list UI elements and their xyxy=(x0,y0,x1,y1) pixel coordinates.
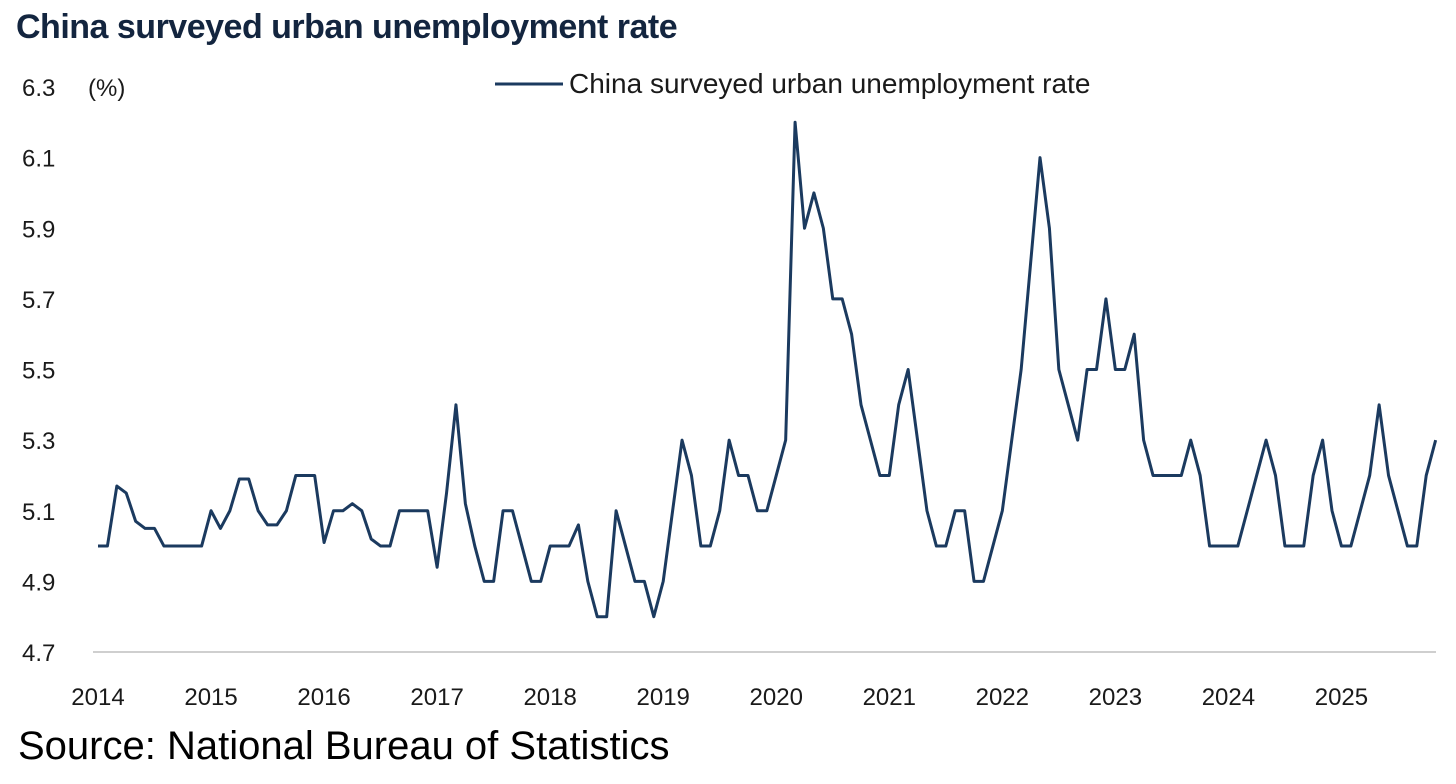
y-tick-label: 5.5 xyxy=(22,358,55,385)
x-tick-label: 2015 xyxy=(184,684,237,711)
legend-label: China surveyed urban unemployment rate xyxy=(569,68,1090,99)
y-tick-label: 5.7 xyxy=(22,287,55,314)
source-note: Source: National Bureau of Statistics xyxy=(18,724,670,768)
series-line-unemployment-rate xyxy=(98,120,1438,619)
x-tick-label: 2021 xyxy=(863,684,916,711)
y-tick-label: 4.7 xyxy=(22,640,55,667)
y-tick-label: 6.1 xyxy=(22,146,55,173)
x-tick-label: 2016 xyxy=(297,684,350,711)
x-tick-label: 2022 xyxy=(976,684,1029,711)
y-tick-label: 5.9 xyxy=(22,216,55,243)
series-points xyxy=(97,122,1436,617)
x-tick-label: 2018 xyxy=(523,684,576,711)
y-tick-label: 6.3 xyxy=(22,75,55,102)
y-axis-unit-label: (%) xyxy=(88,75,125,102)
x-tick-label: 2014 xyxy=(71,684,124,711)
x-tick-label: 2017 xyxy=(410,684,463,711)
x-tick-label: 2024 xyxy=(1202,684,1255,711)
chart-title: China surveyed urban unemployment rate xyxy=(16,8,678,46)
x-axis-ticks: 2014 2015 2016 2017 2018 2019 2020 2021 2022 2023… xyxy=(71,684,1368,711)
legend: China surveyed urban unemployment rate xyxy=(495,68,1090,99)
y-tick-label: 5.1 xyxy=(22,499,55,526)
x-tick-label: 2025 xyxy=(1315,684,1368,711)
x-tick-label: 2020 xyxy=(750,684,803,711)
x-tick-label: 2019 xyxy=(637,684,690,711)
y-tick-label: 4.9 xyxy=(22,569,55,596)
y-axis-ticks: 4.7 4.9 5.1 5.3 5.5 5.7 5.9 6.1 6.3 xyxy=(22,75,55,667)
x-tick-label: 2023 xyxy=(1089,684,1142,711)
y-tick-label: 5.3 xyxy=(22,428,55,455)
